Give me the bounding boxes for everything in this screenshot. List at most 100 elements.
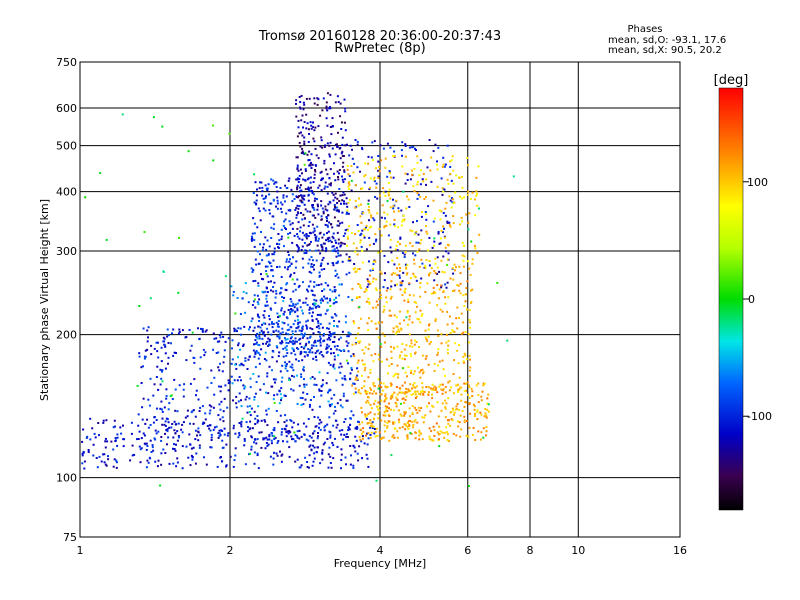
data-point xyxy=(321,236,324,239)
data-point xyxy=(466,164,469,167)
data-point xyxy=(321,326,324,329)
data-point xyxy=(167,408,170,411)
data-point xyxy=(274,181,277,184)
data-point xyxy=(242,345,245,347)
data-point xyxy=(432,425,435,428)
data-point xyxy=(373,402,376,405)
data-point xyxy=(305,425,308,428)
data-point xyxy=(319,462,322,465)
data-point xyxy=(332,412,335,415)
data-point xyxy=(304,344,307,347)
data-point xyxy=(356,224,359,226)
data-point xyxy=(267,337,270,340)
data-point xyxy=(377,408,379,411)
data-point xyxy=(339,157,342,160)
data-point xyxy=(345,399,348,402)
data-point xyxy=(258,262,261,265)
data-point xyxy=(432,405,435,408)
data-point xyxy=(438,270,441,273)
data-point xyxy=(320,390,323,392)
data-point xyxy=(177,332,180,335)
data-point xyxy=(254,353,257,356)
data-point xyxy=(410,342,413,345)
data-point xyxy=(279,393,282,396)
data-point xyxy=(379,289,382,292)
data-point xyxy=(317,331,320,333)
data-point xyxy=(143,357,146,360)
data-point xyxy=(286,187,289,189)
data-point xyxy=(467,435,470,438)
data-point xyxy=(411,405,414,408)
data-point xyxy=(161,380,164,383)
data-point xyxy=(468,375,471,378)
data-point xyxy=(189,464,192,467)
data-point xyxy=(373,413,376,416)
data-point xyxy=(417,193,420,196)
data-point xyxy=(475,384,478,387)
data-point xyxy=(452,222,455,225)
data-point xyxy=(385,224,388,227)
data-point xyxy=(307,348,310,351)
data-point xyxy=(410,371,412,374)
data-point xyxy=(474,247,477,250)
data-point xyxy=(416,220,418,222)
data-point xyxy=(306,288,308,291)
data-point xyxy=(430,292,433,295)
data-point xyxy=(264,265,267,268)
data-point xyxy=(432,199,435,202)
data-point xyxy=(411,413,414,415)
data-point xyxy=(294,440,297,443)
data-point xyxy=(348,181,350,184)
data-point xyxy=(442,289,445,292)
data-point xyxy=(312,460,315,463)
data-point xyxy=(281,321,284,324)
data-point xyxy=(309,176,312,179)
data-point xyxy=(321,290,324,292)
data-point xyxy=(235,406,238,409)
data-point xyxy=(261,194,264,197)
data-point xyxy=(390,384,393,387)
data-point xyxy=(452,433,455,435)
data-point xyxy=(414,386,417,389)
data-point xyxy=(347,335,350,338)
data-point xyxy=(268,193,271,196)
data-point xyxy=(425,338,428,341)
data-point xyxy=(297,248,300,251)
data-point xyxy=(309,377,312,380)
data-point xyxy=(323,339,326,342)
data-point xyxy=(376,197,379,200)
data-point xyxy=(346,168,349,171)
colorbar-tick-label: 0 xyxy=(748,293,755,306)
data-point xyxy=(342,191,345,194)
data-point xyxy=(144,349,147,352)
data-point xyxy=(270,237,273,239)
data-point xyxy=(323,288,326,291)
data-point xyxy=(388,420,391,423)
data-point xyxy=(400,224,403,227)
data-point xyxy=(241,417,244,420)
data-point xyxy=(133,453,136,456)
data-point xyxy=(210,446,213,449)
data-point xyxy=(247,426,249,428)
data-point xyxy=(344,107,347,110)
data-point xyxy=(374,196,377,198)
data-point xyxy=(267,407,270,410)
data-point xyxy=(386,405,389,408)
data-point xyxy=(310,448,313,451)
data-point xyxy=(377,321,380,324)
data-point xyxy=(346,143,348,146)
data-point xyxy=(261,277,263,280)
data-point xyxy=(394,427,397,430)
data-point xyxy=(289,340,292,343)
data-point xyxy=(331,341,334,343)
data-point xyxy=(270,178,273,181)
data-point xyxy=(317,157,320,160)
data-point xyxy=(139,461,142,464)
data-point xyxy=(253,451,256,454)
data-point xyxy=(253,294,256,297)
data-point xyxy=(346,235,349,238)
data-point xyxy=(302,347,305,350)
data-point xyxy=(464,331,467,334)
data-point xyxy=(379,438,382,441)
data-point xyxy=(451,329,454,332)
